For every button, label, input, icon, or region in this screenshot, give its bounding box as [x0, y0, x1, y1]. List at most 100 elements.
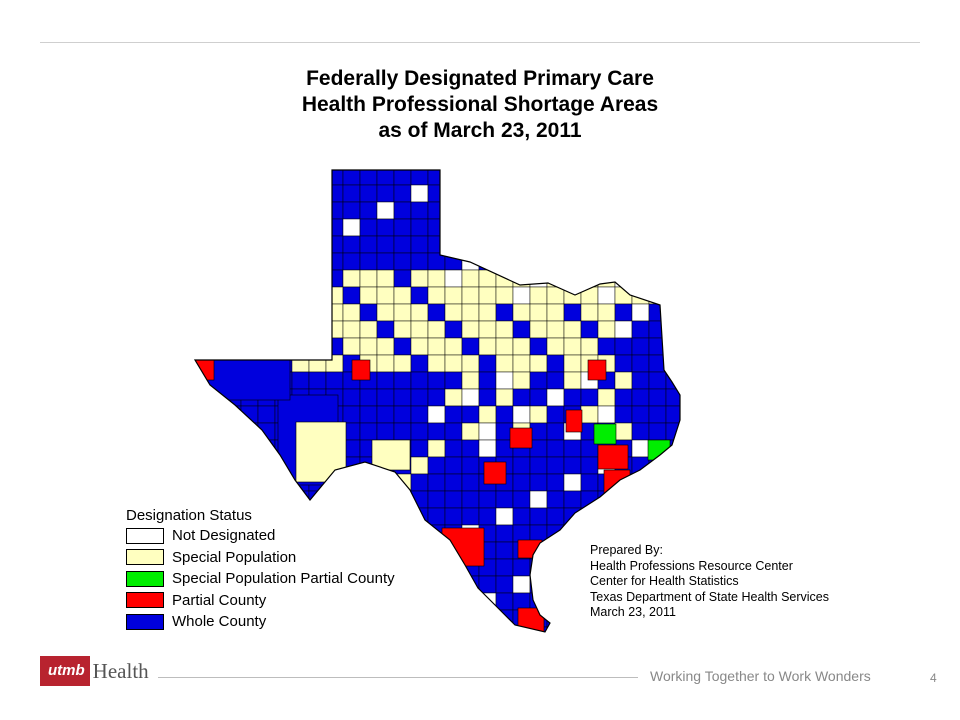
county-cell: [563, 354, 582, 373]
county-cell: [444, 473, 463, 492]
county-cell: [495, 490, 514, 509]
county-cell: [274, 490, 293, 509]
county-cell: [461, 170, 480, 186]
county-cell: [631, 439, 650, 458]
county-cell: [648, 371, 667, 390]
county-cell: [512, 252, 531, 271]
county-cell: [257, 405, 276, 424]
county-cell: [393, 201, 412, 220]
county-cell: [546, 507, 565, 526]
county-cell: [359, 286, 378, 305]
county-cell: [495, 507, 514, 526]
county-cell: [206, 218, 225, 237]
county-cell: [223, 337, 242, 356]
county-cell: [410, 371, 429, 390]
county-cell: [223, 320, 242, 339]
county-cell: [563, 490, 582, 509]
county-cell: [393, 507, 412, 526]
county-cell: [495, 371, 514, 390]
county-cell: [648, 507, 667, 526]
county-cell: [359, 337, 378, 356]
county-cell: [665, 490, 680, 509]
county-cell: [683, 304, 700, 321]
county-cell: [410, 490, 429, 509]
county-cell: [529, 456, 548, 475]
county-cell: [631, 524, 650, 543]
county-cell: [614, 371, 633, 390]
county-cell: [427, 541, 446, 560]
county-cell: [342, 286, 361, 305]
county-cell: [461, 303, 480, 322]
county-cell: [274, 337, 293, 356]
county-cell: [648, 269, 667, 288]
map-title-line-2: Health Professional Shortage Areas: [301, 93, 659, 116]
county-cell: [376, 252, 395, 271]
county-cell: [478, 507, 497, 526]
county-cell: [597, 235, 616, 254]
county-cell: [529, 405, 548, 424]
county-cell: [546, 541, 565, 560]
county-cell: [614, 235, 633, 254]
county-cell: [512, 575, 531, 594]
county-cell: [291, 371, 310, 390]
county-cell: [342, 490, 361, 509]
county-cell: [223, 473, 242, 492]
county-cell: [478, 286, 497, 305]
county-cell: [393, 354, 412, 373]
county-cell: [274, 473, 293, 492]
county-cell: [308, 286, 327, 305]
legend-item-special-population-partial: Special Population Partial County: [126, 568, 395, 590]
county-cell: [195, 201, 208, 220]
county-cell: [529, 422, 548, 441]
county-cell: [427, 422, 446, 441]
county-cell: [563, 592, 582, 611]
county-cell: [195, 439, 208, 458]
county-cell: [648, 252, 667, 271]
county-cell: [393, 626, 412, 632]
county-cell: [291, 286, 310, 305]
county-cell: [359, 473, 378, 492]
county-cell: [495, 184, 514, 203]
county-cell: [444, 609, 463, 628]
county-cell: [195, 388, 208, 407]
county-cell: [195, 218, 208, 237]
county-cell: [665, 269, 680, 288]
county-cell: [257, 170, 276, 186]
county-cell: [478, 337, 497, 356]
county-cell: [308, 184, 327, 203]
county-cell: [410, 439, 429, 458]
county-cell: [683, 406, 700, 423]
county-cell: [546, 201, 565, 220]
county-cell: [683, 202, 700, 219]
county-cell: [648, 524, 667, 543]
county-cell: [195, 456, 208, 475]
county-cell: [359, 218, 378, 237]
county-cell: [427, 490, 446, 509]
county-cell: [308, 201, 327, 220]
county-cell: [376, 303, 395, 322]
county-cell: [342, 473, 361, 492]
county-cell: [683, 355, 700, 372]
county-cell: [683, 627, 700, 644]
county-cell: [410, 558, 429, 577]
county-cell: [240, 235, 259, 254]
county-cell: [461, 626, 480, 632]
county-cell: [195, 170, 208, 186]
county-cell: [563, 473, 582, 492]
county-cell: [359, 490, 378, 509]
county-cell: [597, 507, 616, 526]
county-cell: [495, 170, 514, 186]
county-cell: [257, 252, 276, 271]
county-cell: [308, 252, 327, 271]
county-cell: [478, 184, 497, 203]
county-cell: [597, 320, 616, 339]
county-cell: [665, 524, 680, 543]
county-cell: [683, 236, 700, 253]
county-cell: [546, 170, 565, 186]
county-cell: [325, 286, 344, 305]
county-cell: [495, 337, 514, 356]
county-cell: [223, 439, 242, 458]
county-cell: [648, 320, 667, 339]
county-cell: [393, 269, 412, 288]
county-cell: [546, 473, 565, 492]
